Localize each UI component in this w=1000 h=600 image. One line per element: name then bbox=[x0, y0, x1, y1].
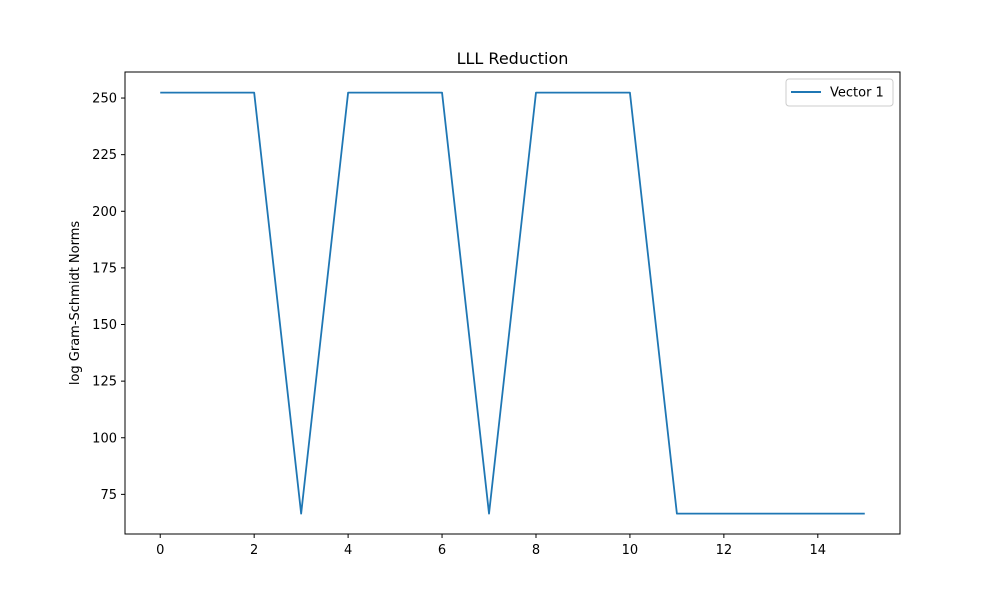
y-axis-label: log Gram-Schmidt Norms bbox=[68, 221, 83, 386]
x-tick-label: 4 bbox=[344, 543, 352, 558]
x-tick-label: 10 bbox=[622, 543, 639, 558]
series-layer bbox=[160, 91, 865, 515]
y-tick-label: 75 bbox=[100, 488, 117, 503]
y-tick-label: 225 bbox=[92, 148, 117, 163]
y-tick-label: 125 bbox=[92, 375, 117, 390]
x-tick-label: 8 bbox=[532, 543, 540, 558]
y-tick-label: 150 bbox=[92, 318, 117, 333]
legend-box bbox=[785, 78, 894, 107]
y-tick-label: 100 bbox=[92, 431, 117, 446]
y-axis-ticks: 75 100 125 150 175 200 225 250 bbox=[92, 92, 125, 503]
x-tick-label: 12 bbox=[716, 543, 733, 558]
x-tick-label: 14 bbox=[810, 543, 827, 558]
chart-title: LLL Reduction bbox=[457, 49, 569, 68]
x-tick-label: 2 bbox=[250, 543, 258, 558]
y-tick-label: 200 bbox=[92, 205, 117, 220]
legend-entry-vector-1: Vector 1 bbox=[830, 86, 884, 101]
y-tick-label: 250 bbox=[92, 92, 117, 107]
y-tick-label: 175 bbox=[92, 261, 117, 276]
legend: Vector 1 bbox=[785, 78, 894, 107]
x-tick-label: 0 bbox=[156, 543, 164, 558]
x-tick-label: 6 bbox=[438, 543, 446, 558]
x-axis-ticks: 0 2 4 6 8 10 12 14 bbox=[156, 534, 826, 558]
series-line-vector-1 bbox=[160, 91, 865, 515]
plot-area-frame bbox=[124, 71, 901, 535]
